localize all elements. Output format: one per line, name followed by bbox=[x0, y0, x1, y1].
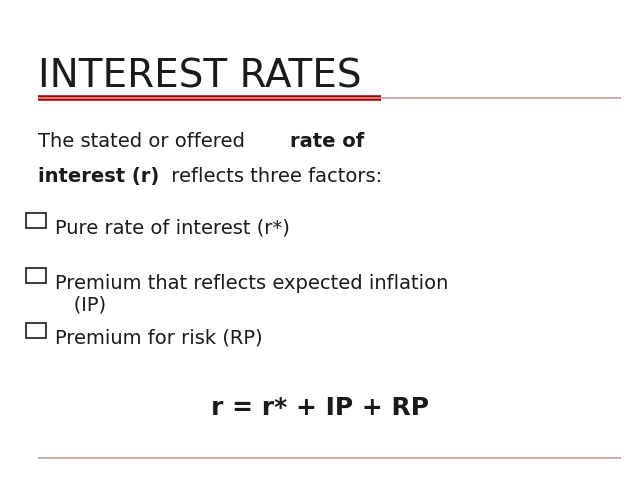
Text: INTEREST RATES: INTEREST RATES bbox=[38, 58, 362, 96]
Text: Premium that reflects expected inflation
   (IP): Premium that reflects expected inflation… bbox=[55, 274, 449, 314]
Text: Premium for risk (RP): Premium for risk (RP) bbox=[55, 329, 262, 348]
Text: interest (r): interest (r) bbox=[38, 167, 159, 186]
Text: rate of: rate of bbox=[290, 132, 364, 151]
Text: reflects three factors:: reflects three factors: bbox=[165, 167, 382, 186]
Text: Pure rate of interest (r*): Pure rate of interest (r*) bbox=[55, 218, 290, 238]
Text: The stated or offered: The stated or offered bbox=[38, 132, 252, 151]
Text: r = r* + IP + RP: r = r* + IP + RP bbox=[211, 396, 429, 420]
